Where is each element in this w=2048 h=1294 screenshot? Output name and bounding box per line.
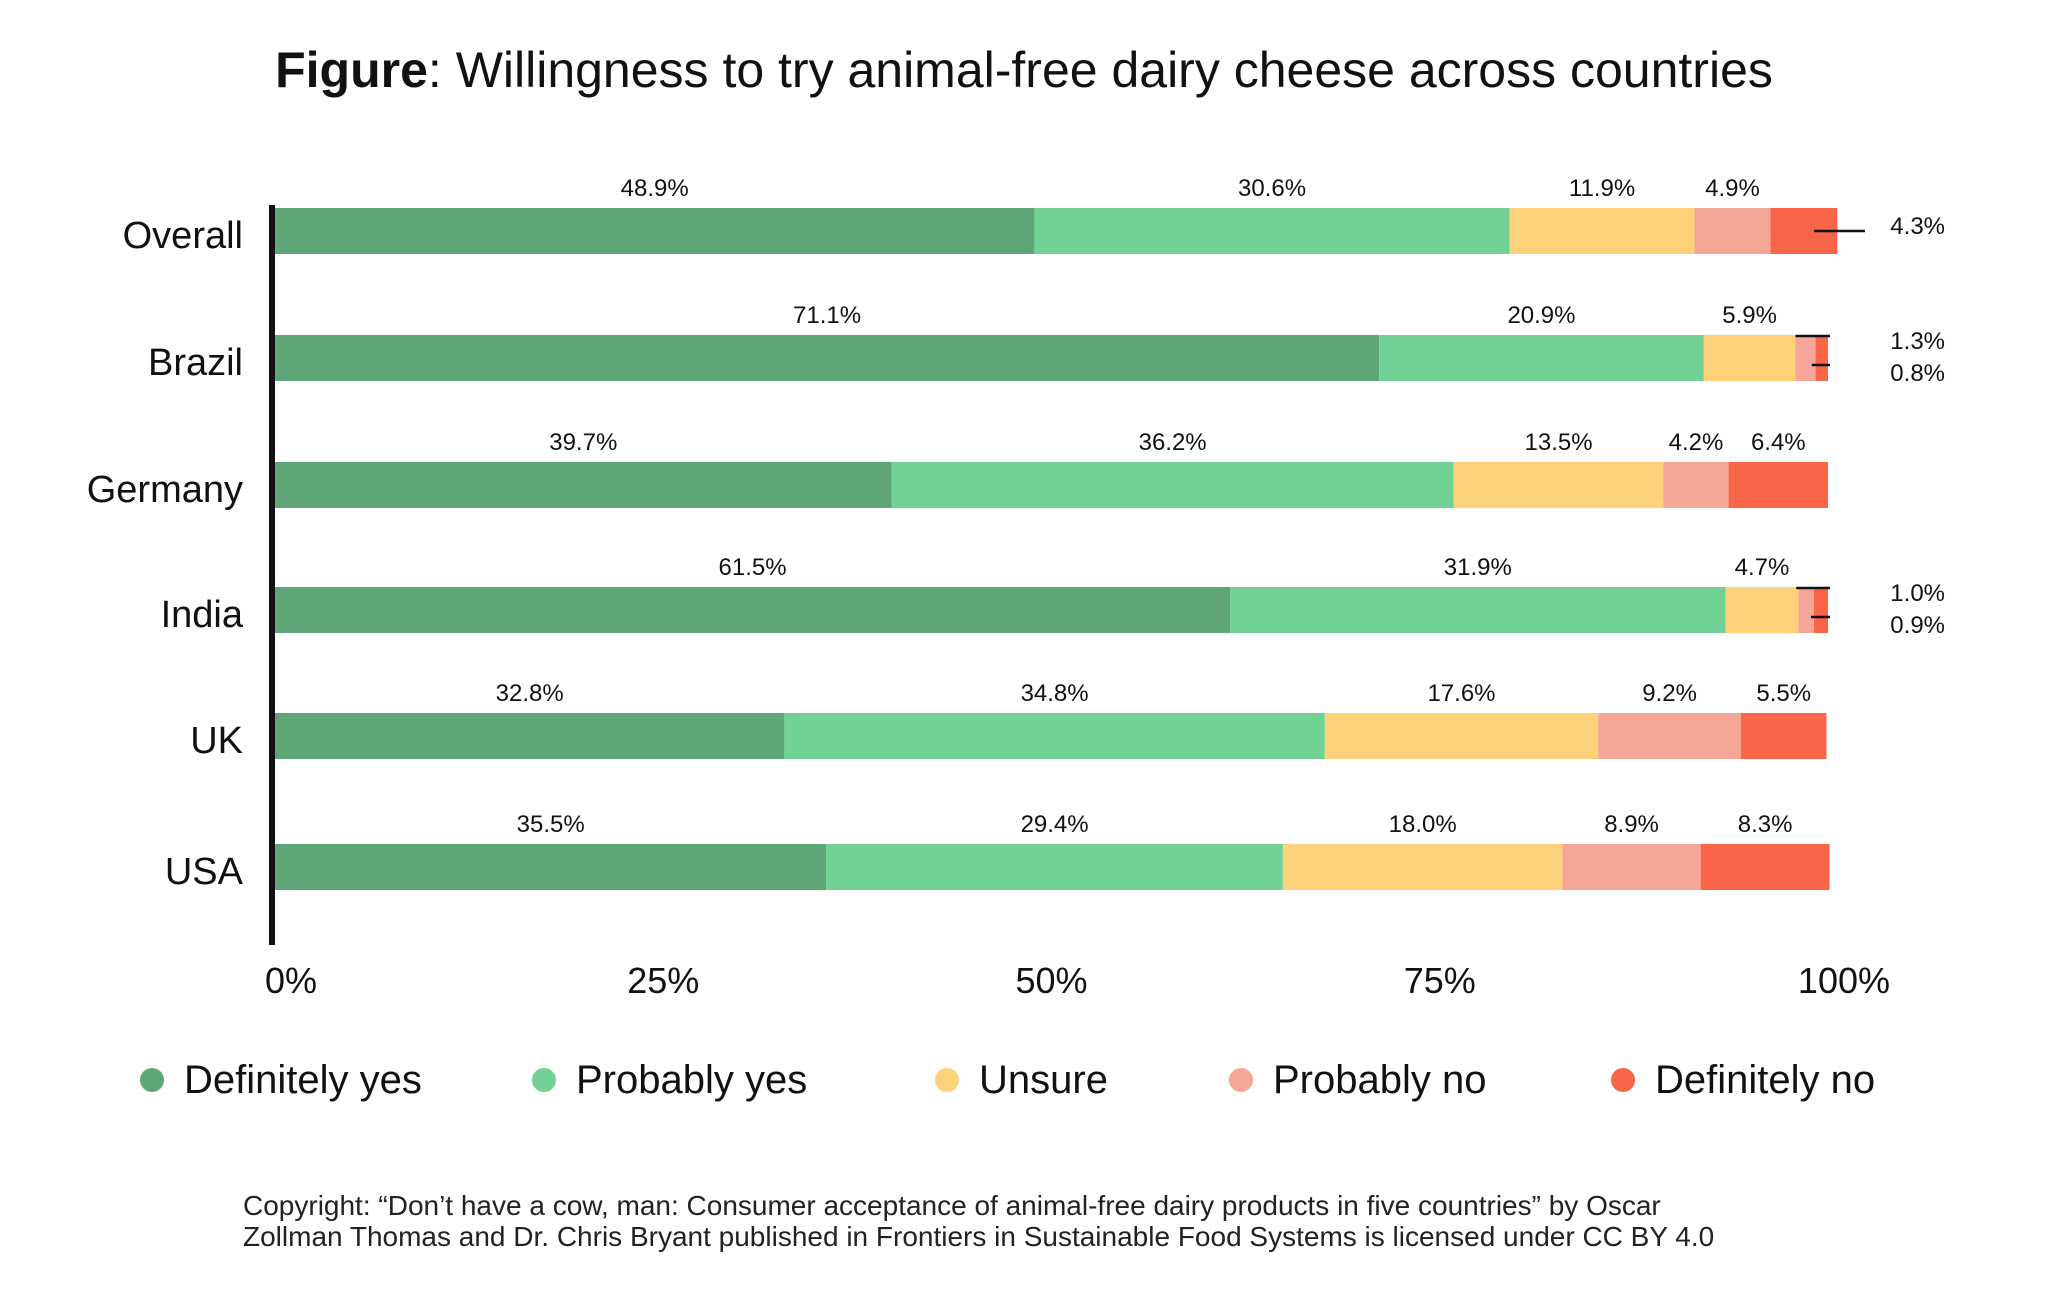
- data-label-uk-probably-no: 9.2%: [1642, 680, 1697, 707]
- data-label-india-probably-no: 1.0%: [1890, 580, 1945, 607]
- bar-uk-probably-yes: [784, 713, 1325, 759]
- bar-germany-unsure: [1453, 462, 1664, 508]
- x-tick-label-50: 50%: [1015, 960, 1087, 1000]
- bar-india-probably-no: [1798, 587, 1815, 633]
- legend-label-definitely-yes: Definitely yes: [184, 1057, 422, 1102]
- category-label-germany: Germany: [87, 469, 243, 511]
- data-label-india-unsure: 4.7%: [1735, 554, 1790, 581]
- bar-usa-probably-yes: [826, 844, 1283, 890]
- data-label-usa-definitely-no: 8.3%: [1738, 811, 1793, 838]
- bar-overall-probably-yes: [1034, 208, 1510, 254]
- chart-title-text: : Willingness to try animal-free dairy c…: [427, 42, 1773, 98]
- bar-brazil-definitely-no: [1815, 335, 1828, 381]
- bar-brazil-unsure: [1703, 335, 1796, 381]
- x-tick-label-0: 0%: [265, 960, 317, 1000]
- legend-marker-definitely-no: [1611, 1068, 1635, 1092]
- data-label-uk-unsure: 17.6%: [1427, 680, 1495, 707]
- bar-india-unsure: [1725, 587, 1799, 633]
- category-label-usa: USA: [165, 851, 244, 893]
- data-label-india-definitely-no: 0.9%: [1890, 612, 1945, 639]
- data-label-overall-definitely-no: 4.3%: [1890, 213, 1945, 240]
- legend-label-probably-yes: Probably yes: [576, 1057, 808, 1102]
- data-label-india-definitely-yes: 61.5%: [719, 554, 787, 581]
- x-tick-label-100: 100%: [1798, 960, 1890, 1000]
- legend-marker-unsure: [935, 1068, 959, 1092]
- category-label-uk: UK: [190, 720, 243, 762]
- stacked-bar-chart: Overall 48.9% 30.6% 11.9% 4.9% 4.3% Brazil 71.1…: [87, 175, 1945, 1000]
- bar-uk-probably-no: [1598, 713, 1742, 759]
- bar-brazil-definitely-yes: [275, 335, 1380, 381]
- bar-germany-probably-yes: [891, 462, 1454, 508]
- bar-overall-unsure: [1509, 208, 1695, 254]
- bar-uk-unsure: [1324, 713, 1599, 759]
- data-label-overall-probably-no: 4.9%: [1705, 175, 1760, 202]
- bar-brazil-probably-no: [1795, 335, 1816, 381]
- data-label-brazil-definitely-no: 0.8%: [1890, 360, 1945, 387]
- bar-india-definitely-no: [1814, 587, 1828, 633]
- data-label-uk-probably-yes: 34.8%: [1021, 680, 1089, 707]
- chart-title-prefix: Figure: [275, 42, 428, 98]
- x-tick-label-25: 25%: [627, 960, 699, 1000]
- bar-brazil-probably-yes: [1379, 335, 1704, 381]
- category-label-overall: Overall: [123, 215, 243, 257]
- bar-india-definitely-yes: [275, 587, 1231, 633]
- legend-marker-definitely-yes: [140, 1068, 164, 1092]
- legend-marker-probably-no: [1229, 1068, 1253, 1092]
- bar-uk-definitely-no: [1741, 713, 1827, 759]
- copyright-line-2: Zollman Thomas and Dr. Chris Bryant publ…: [243, 1221, 1715, 1252]
- data-label-overall-probably-yes: 30.6%: [1238, 175, 1306, 202]
- data-label-brazil-unsure: 5.9%: [1722, 302, 1777, 329]
- legend-label-definitely-no: Definitely no: [1655, 1057, 1876, 1102]
- data-label-usa-probably-yes: 29.4%: [1021, 811, 1089, 838]
- data-label-usa-probably-no: 8.9%: [1604, 811, 1659, 838]
- data-label-usa-definitely-yes: 35.5%: [517, 811, 585, 838]
- bar-usa-definitely-no: [1700, 844, 1830, 890]
- data-label-germany-definitely-no: 6.4%: [1751, 429, 1806, 456]
- data-label-overall-unsure: 11.9%: [1569, 175, 1635, 202]
- data-label-uk-definitely-yes: 32.8%: [496, 680, 564, 707]
- bar-germany-definitely-yes: [275, 462, 892, 508]
- bar-india-probably-yes: [1230, 587, 1726, 633]
- legend-item-definitely-no: Definitely no: [1611, 1050, 1875, 1110]
- category-label-brazil: Brazil: [148, 342, 243, 384]
- data-label-germany-unsure: 13.5%: [1525, 429, 1593, 456]
- legend-item-definitely-yes: Definitely yes: [140, 1050, 422, 1110]
- bar-overall-probably-no: [1694, 208, 1771, 254]
- data-label-germany-probably-no: 4.2%: [1669, 429, 1724, 456]
- data-label-uk-definitely-no: 5.5%: [1756, 680, 1811, 707]
- legend-label-unsure: Unsure: [979, 1057, 1108, 1102]
- data-label-germany-probably-yes: 36.2%: [1139, 429, 1207, 456]
- legend-item-probably-yes: Probably yes: [532, 1050, 807, 1110]
- copyright-notice: Copyright: “Don’t have a cow, man: Consu…: [243, 1190, 1943, 1252]
- legend-label-probably-no: Probably no: [1273, 1057, 1487, 1102]
- bar-uk-definitely-yes: [275, 713, 785, 759]
- data-label-brazil-probably-no: 1.3%: [1890, 328, 1945, 355]
- data-label-germany-definitely-yes: 39.7%: [549, 429, 617, 456]
- bar-usa-unsure: [1282, 844, 1563, 890]
- bar-overall-definitely-yes: [275, 208, 1035, 254]
- bar-germany-probably-no: [1663, 462, 1729, 508]
- data-label-overall-definitely-yes: 48.9%: [621, 175, 689, 202]
- data-label-usa-unsure: 18.0%: [1389, 811, 1457, 838]
- data-label-brazil-definitely-yes: 71.1%: [793, 302, 861, 329]
- data-label-india-probably-yes: 31.9%: [1444, 554, 1512, 581]
- legend-marker-probably-yes: [532, 1068, 556, 1092]
- legend-item-probably-no: Probably no: [1229, 1050, 1486, 1110]
- chart-title: Figure: Willingness to try animal-free d…: [0, 38, 2048, 102]
- data-label-brazil-probably-yes: 20.9%: [1507, 302, 1575, 329]
- category-label-india: India: [161, 594, 244, 636]
- bar-germany-definitely-no: [1728, 462, 1828, 508]
- legend-item-unsure: Unsure: [935, 1050, 1108, 1110]
- legend: Definitely yes Probably yes Unsure Probably…: [140, 1050, 1920, 1110]
- bar-usa-definitely-yes: [275, 844, 827, 890]
- x-tick-label-75: 75%: [1404, 960, 1476, 1000]
- copyright-line-1: Copyright: “Don’t have a cow, man: Consu…: [243, 1190, 1661, 1221]
- bar-usa-probably-no: [1562, 844, 1701, 890]
